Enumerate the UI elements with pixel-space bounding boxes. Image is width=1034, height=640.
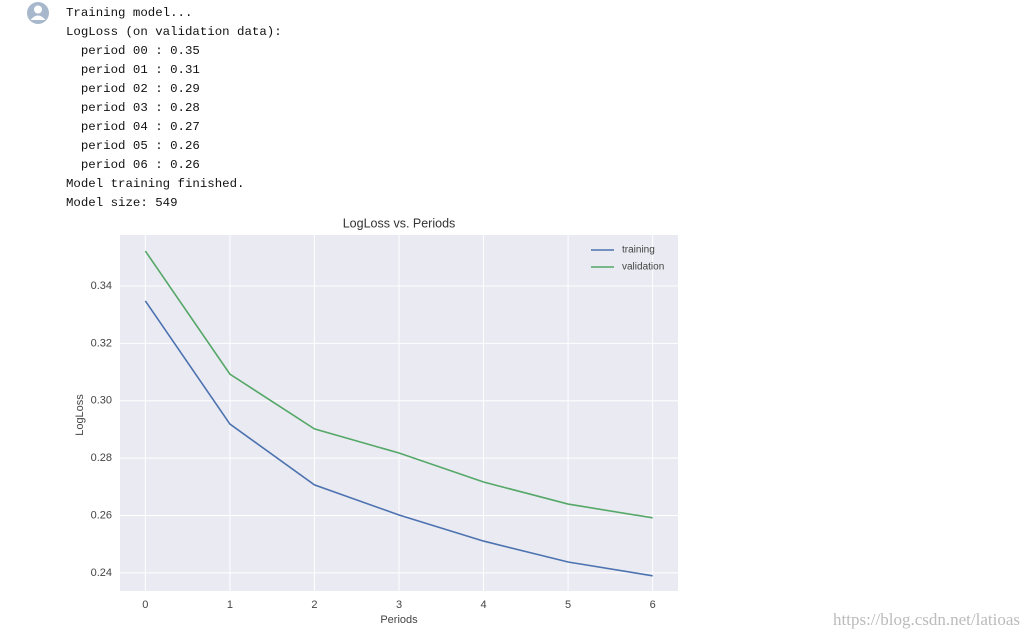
y-tick-label: 0.24	[91, 567, 112, 579]
data-line	[144, 250, 653, 519]
output-line: period 04 : 0.27	[66, 120, 200, 134]
x-tick-label: 0	[142, 599, 148, 611]
y-axis-label: LogLoss	[74, 394, 86, 436]
output-line: period 03 : 0.28	[66, 101, 200, 115]
output-text: Training model... LogLoss (on validation …	[66, 4, 282, 213]
x-tick-label: 1	[227, 599, 233, 611]
output-line: period 01 : 0.31	[66, 63, 200, 77]
x-tick-label: 3	[396, 599, 402, 611]
avatar-icon	[27, 2, 49, 24]
y-tick-label: 0.34	[91, 280, 112, 292]
x-tick-label: 2	[311, 599, 317, 611]
output-line: period 05 : 0.26	[66, 139, 200, 153]
output-line: Model training finished.	[66, 177, 245, 191]
output-line: period 06 : 0.26	[66, 158, 200, 172]
y-tick-label: 0.30	[91, 395, 112, 407]
output-line: period 02 : 0.29	[66, 82, 200, 96]
legend-label: validation	[622, 262, 664, 273]
x-tick-label: 4	[480, 599, 486, 611]
legend-label: training	[622, 245, 655, 256]
x-tick-label: 6	[650, 599, 656, 611]
y-tick-label: 0.32	[91, 337, 112, 349]
y-tick-label: 0.26	[91, 509, 112, 521]
output-line: Model size: 549	[66, 196, 178, 210]
x-axis-label: Periods	[380, 614, 418, 626]
y-tick-label: 0.28	[91, 452, 112, 464]
output-line: Training model...	[66, 6, 193, 20]
chart-title: LogLoss vs. Periods	[343, 216, 456, 230]
data-line	[144, 300, 653, 577]
x-tick-label: 5	[565, 599, 571, 611]
output-line: LogLoss (on validation data):	[66, 25, 282, 39]
watermark: https://blog.csdn.net/latioas	[833, 610, 1020, 629]
output-line: period 00 : 0.35	[66, 44, 200, 58]
